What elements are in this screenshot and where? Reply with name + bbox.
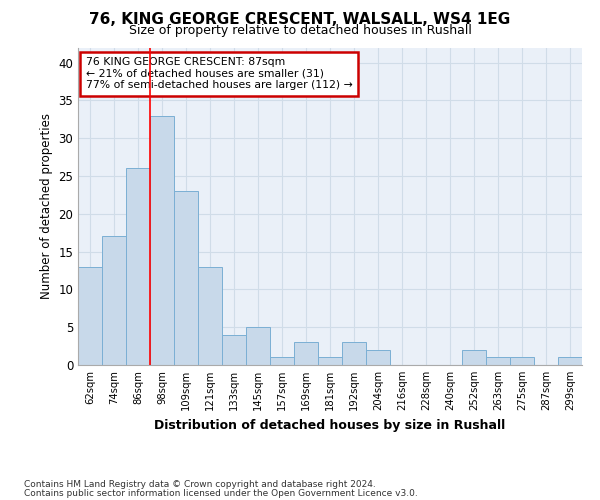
Bar (198, 266, 222, 365)
Y-axis label: Number of detached properties: Number of detached properties (40, 114, 53, 299)
Bar (102, 236, 126, 365)
Bar (150, 116, 174, 365)
Bar (558, 358, 582, 365)
X-axis label: Distribution of detached houses by size in Rushall: Distribution of detached houses by size … (154, 418, 506, 432)
Bar (318, 358, 342, 365)
Bar (342, 342, 366, 365)
Bar (366, 350, 390, 365)
Text: Contains public sector information licensed under the Open Government Licence v3: Contains public sector information licen… (24, 489, 418, 498)
Bar (222, 335, 246, 365)
Bar (486, 358, 510, 365)
Text: Contains HM Land Registry data © Crown copyright and database right 2024.: Contains HM Land Registry data © Crown c… (24, 480, 376, 489)
Text: 76, KING GEORGE CRESCENT, WALSALL, WS4 1EG: 76, KING GEORGE CRESCENT, WALSALL, WS4 1… (89, 12, 511, 26)
Bar (246, 327, 270, 365)
Bar (462, 350, 486, 365)
Bar (270, 358, 294, 365)
Bar (78, 266, 102, 365)
Text: Size of property relative to detached houses in Rushall: Size of property relative to detached ho… (128, 24, 472, 37)
Bar (294, 342, 318, 365)
Text: 76 KING GEORGE CRESCENT: 87sqm
← 21% of detached houses are smaller (31)
77% of : 76 KING GEORGE CRESCENT: 87sqm ← 21% of … (86, 57, 352, 90)
Bar (126, 168, 150, 365)
Bar (510, 358, 534, 365)
Bar (174, 191, 198, 365)
